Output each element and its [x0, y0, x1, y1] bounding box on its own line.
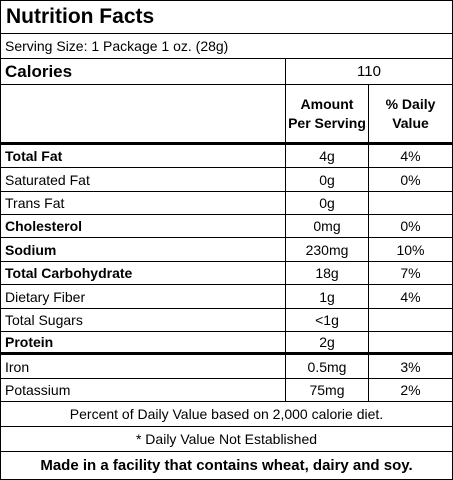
- nutrient-daily-value: 4%: [400, 148, 421, 164]
- nutrient-label: Total Fat: [1, 145, 286, 167]
- nutrient-row: Protein 2g: [1, 332, 452, 355]
- daily-value-footnote: Percent of Daily Value based on 2,000 ca…: [69, 406, 384, 422]
- nutrient-row: Saturated Fat 0g 0%: [1, 168, 452, 192]
- amount-header-line2: Per Serving: [288, 114, 366, 131]
- nutrient-label: Dietary Fiber: [1, 285, 286, 308]
- nutrient-daily-value: 3%: [400, 358, 421, 375]
- amount-per-serving-header: Amount Per Serving: [286, 85, 369, 142]
- nutrient-row: Potassium 75mg 2%: [1, 379, 452, 402]
- panel-title: Nutrition Facts: [1, 1, 452, 34]
- nutrient-row: Total Sugars <1g: [1, 309, 452, 332]
- nutrient-amount: 75mg: [286, 379, 369, 401]
- nutrient-daily-value: 10%: [396, 241, 425, 258]
- nutrient-label: Sodium: [1, 238, 286, 261]
- nutrient-amount: 230mg: [286, 238, 369, 261]
- calories-row: Calories 110: [1, 59, 452, 85]
- nutrient-label: Potassium: [1, 379, 286, 401]
- nutrient-label: Cholesterol: [1, 215, 286, 237]
- nutrient-amount: 4g: [286, 145, 369, 167]
- nutrient-amount: 0mg: [286, 215, 369, 237]
- serving-size: Serving Size: 1 Package 1 oz. (28g): [1, 34, 452, 59]
- nutrient-row: Iron 0.5mg 3%: [1, 355, 452, 379]
- daily-value-footnote-row: Percent of Daily Value based on 2,000 ca…: [1, 402, 452, 427]
- not-established-footnote: * Daily Value Not Established: [135, 431, 318, 447]
- column-header-row: Amount Per Serving % Daily Value: [1, 85, 452, 145]
- nutrient-daily-value: 0%: [400, 171, 421, 188]
- nutrient-amount: 0g: [286, 168, 369, 191]
- nutrient-label: Total Carbohydrate: [1, 262, 286, 284]
- dv-header-line2: Value: [392, 114, 429, 131]
- not-established-footnote-row: * Daily Value Not Established: [1, 427, 452, 452]
- allergen-statement: Made in a facility that contains wheat, …: [40, 457, 413, 474]
- calories-label: Calories: [1, 59, 286, 84]
- nutrient-row: Trans Fat 0g: [1, 192, 452, 215]
- nutrient-row: Sodium 230mg 10%: [1, 238, 452, 262]
- nutrient-amount: 18g: [286, 262, 369, 284]
- nutrient-daily-value: 0%: [400, 218, 421, 234]
- allergen-row: Made in a facility that contains wheat, …: [1, 452, 452, 479]
- nutrient-label: Total Sugars: [1, 309, 286, 331]
- amount-header-line1: Amount: [300, 95, 354, 112]
- nutrient-row: Cholesterol 0mg 0%: [1, 215, 452, 238]
- nutrient-row: Dietary Fiber 1g 4%: [1, 285, 452, 309]
- nutrient-daily-value: [369, 309, 452, 331]
- dv-header-line1: % Daily: [385, 95, 436, 112]
- daily-value-header: % Daily Value: [369, 85, 452, 142]
- nutrient-amount: 0.5mg: [286, 355, 369, 378]
- nutrient-daily-value: [369, 332, 452, 352]
- nutrient-label: Saturated Fat: [1, 168, 286, 191]
- nutrient-daily-value: 4%: [400, 288, 421, 305]
- nutrient-daily-value: [369, 192, 452, 214]
- nutrient-amount: 2g: [286, 332, 369, 352]
- column-header-blank: [1, 85, 286, 142]
- nutrient-row: Total Carbohydrate 18g 7%: [1, 262, 452, 285]
- nutrient-amount: 1g: [286, 285, 369, 308]
- calories-value: 110: [357, 63, 381, 80]
- nutrient-daily-value: 2%: [400, 382, 421, 398]
- nutrient-label: Iron: [1, 355, 286, 378]
- nutrient-amount: 0g: [286, 192, 369, 214]
- nutrient-label: Protein: [1, 332, 286, 352]
- nutrient-daily-value: 7%: [400, 265, 421, 281]
- nutrient-amount: <1g: [286, 309, 369, 331]
- nutrient-label: Trans Fat: [1, 192, 286, 214]
- nutrient-row: Total Fat 4g 4%: [1, 145, 452, 168]
